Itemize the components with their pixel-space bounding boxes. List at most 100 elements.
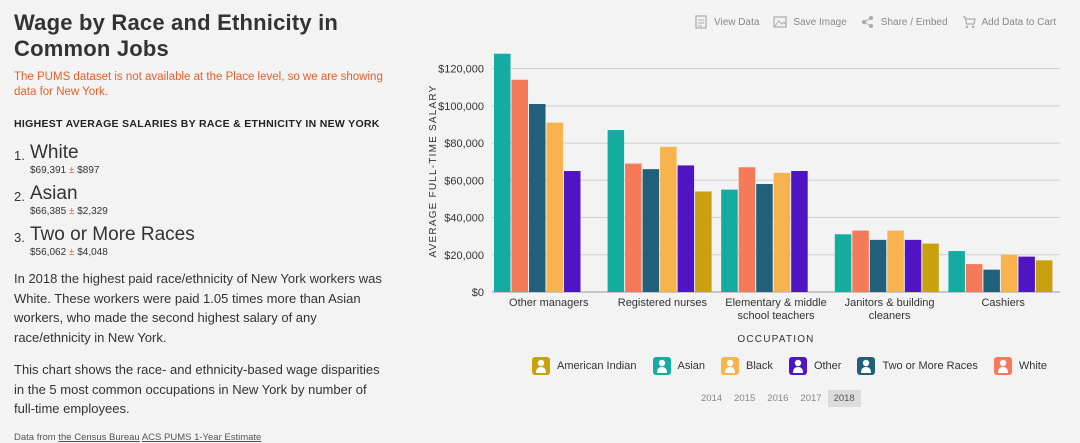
y-tick-label: $60,000: [444, 175, 484, 187]
rank-body: Two or More Races $56,062 ± $4,048: [30, 224, 195, 259]
year-option-2017[interactable]: 2017: [800, 393, 822, 404]
legend-label: Asian: [677, 360, 706, 372]
bar-two-or-more-races: [869, 239, 887, 292]
census-bureau-link[interactable]: the Census Bureau: [58, 431, 140, 443]
legend-label: Other: [813, 360, 842, 372]
legend-label: American Indian: [557, 360, 637, 372]
legend-item-american-indian[interactable]: American Indian: [532, 357, 637, 375]
legend-item-black[interactable]: Black: [721, 357, 773, 375]
x-tick-label: Elementary & middle: [725, 297, 827, 309]
bar-american-indian: [922, 243, 939, 292]
source-note: Data from the Census Bureau ACS PUMS 1-Y…: [14, 432, 384, 443]
year-option-2018[interactable]: 2018: [827, 390, 861, 407]
legend-item-two-or-more-races[interactable]: Two or More Races: [857, 357, 978, 375]
page-title: Wage by Race and Ethnicity in Common Job…: [14, 10, 339, 61]
bar-two-or-more-races: [529, 103, 546, 292]
bar-other: [564, 171, 581, 292]
bar-asian: [948, 251, 965, 292]
save-image-label: Save Image: [793, 16, 847, 28]
share-embed-label: Share / Embed: [880, 16, 948, 28]
y-tick-label: $20,000: [444, 250, 484, 262]
x-tick-label: Cashiers: [981, 297, 1025, 309]
bar-asian: [494, 53, 511, 292]
save-image-button[interactable]: Save Image: [773, 15, 847, 29]
bar-white: [625, 163, 642, 292]
rank-number: 2.: [14, 189, 25, 204]
bar-asian: [834, 234, 852, 292]
x-tick-label: Janitors & building: [845, 297, 935, 309]
person-icon: [993, 357, 1012, 375]
bar-other: [677, 165, 695, 292]
bar-black: [1000, 254, 1018, 292]
bar-two-or-more-races: [756, 184, 773, 292]
rank-name: Asian: [30, 183, 78, 204]
rank-name: White: [30, 142, 79, 163]
y-axis-label: AVERAGE FULL-TIME SALARY: [428, 85, 439, 258]
rank-name: Two or More Races: [30, 224, 195, 245]
share-embed-button[interactable]: Share / Embed: [861, 15, 948, 29]
bar-asian: [721, 189, 738, 292]
document-icon: [695, 15, 707, 29]
x-tick-label: school teachers: [737, 310, 815, 322]
bar-american-indian: [1035, 260, 1053, 292]
view-data-button[interactable]: View Data: [694, 15, 759, 29]
chart-legend: American Indian Asian Black Other Two or Mor…: [532, 357, 1047, 375]
bar-white: [511, 79, 528, 293]
bar-white: [738, 167, 756, 292]
bar-black: [546, 122, 563, 292]
bar-white: [965, 264, 983, 292]
x-tick-label: cleaners: [869, 310, 911, 322]
image-icon: [773, 16, 788, 28]
chart-description: This chart shows the race- and ethnicity…: [14, 362, 380, 416]
x-tick-label: Other managers: [509, 297, 589, 309]
rank-body: White $69,391 ± $897: [30, 142, 99, 177]
dataset-notice: The PUMS dataset is not available at the…: [14, 71, 383, 98]
rank-value: $56,062 ± $4,048: [30, 247, 108, 258]
person-icon: [532, 357, 550, 375]
bar-other: [1018, 256, 1035, 292]
ranking-item: 1. White $69,391 ± $897: [14, 142, 384, 177]
cart-icon: [962, 16, 976, 29]
rank-value: $66,385 ± $2,329: [30, 206, 108, 217]
rank-body: Asian $66,385 ± $2,329: [30, 183, 108, 218]
bar-other: [791, 171, 808, 292]
bar-american-indian: [695, 191, 712, 292]
person-icon: [721, 357, 740, 375]
bar-other: [904, 239, 922, 292]
legend-label: Black: [746, 360, 773, 372]
ranking-item: 3. Two or More Races $56,062 ± $4,048: [14, 224, 384, 259]
legend-item-white[interactable]: White: [993, 357, 1047, 375]
person-icon: [652, 357, 671, 375]
year-option-2014[interactable]: 2014: [701, 393, 723, 404]
bar-two-or-more-races: [642, 169, 660, 292]
add-to-cart-label: Add Data to Cart: [981, 16, 1056, 28]
wage-bar-chart: $0 $20,000 $40,000 $60,000 $80,000 $100,000 $1…: [428, 53, 1060, 345]
rankings-list: 1. White $69,391 ± $897 2. Asian $66,385 ± $2…: [14, 142, 384, 259]
acs-pums-link[interactable]: ACS PUMS 1-Year Estimate: [141, 431, 262, 443]
ranking-item: 2. Asian $66,385 ± $2,329: [14, 183, 384, 218]
y-tick-label: $120,000: [438, 64, 484, 76]
bar-black: [660, 146, 677, 292]
y-tick-label: $80,000: [444, 138, 484, 150]
bar-two-or-more-races: [983, 269, 1000, 292]
year-option-2015[interactable]: 2015: [734, 393, 756, 404]
rank-number: 3.: [14, 230, 25, 245]
bar-black: [887, 230, 904, 292]
legend-item-other[interactable]: Other: [788, 357, 842, 375]
add-to-cart-button[interactable]: Add Data to Cart: [962, 15, 1056, 29]
x-tick-label: Registered nurses: [618, 297, 708, 309]
view-data-label: View Data: [714, 16, 760, 28]
y-tick-label: $40,000: [444, 213, 484, 225]
year-selector: 2014 2015 2016 2017 2018: [695, 390, 861, 407]
source-prefix: Data from: [14, 431, 59, 443]
y-tick-label: $0: [472, 287, 484, 299]
person-icon: [788, 357, 807, 375]
rankings-heading: HIGHEST AVERAGE SALARIES BY RACE & ETHNI…: [14, 118, 380, 130]
y-tick-label: $100,000: [438, 101, 484, 113]
legend-item-asian[interactable]: Asian: [652, 357, 706, 375]
person-icon: [857, 357, 876, 375]
bar-black: [773, 172, 791, 292]
year-option-2016[interactable]: 2016: [767, 393, 789, 404]
x-axis-label: OCCUPATION: [737, 334, 814, 345]
toolbar: View Data Save Image Share / Embed Add D…: [694, 15, 1056, 29]
